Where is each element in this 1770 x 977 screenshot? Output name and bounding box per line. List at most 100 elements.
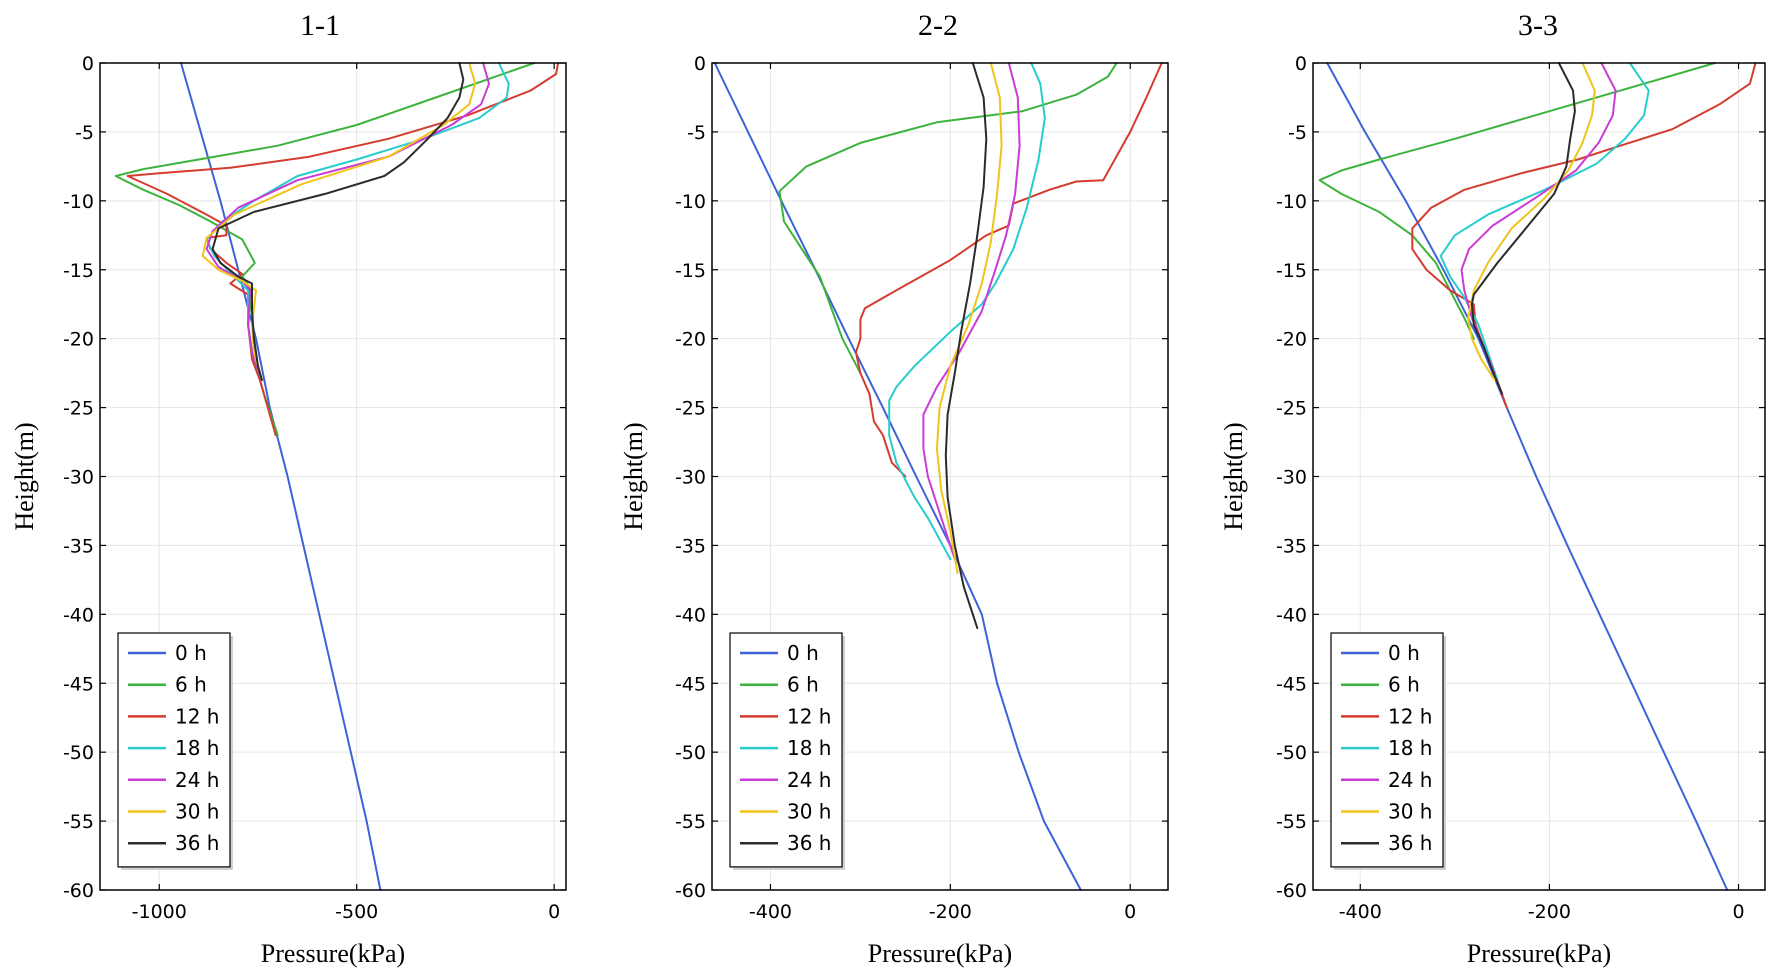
- series-line-18h: [888, 62, 1046, 561]
- y-tick-label: -50: [1276, 742, 1307, 764]
- legend-label: 18 h: [1388, 736, 1432, 760]
- legend-box: [1330, 632, 1444, 868]
- legend: 0 h 6 h 12 h 18 h 24 h 30 h 36 h: [117, 632, 233, 870]
- panel-1: 1-1 0 -5 -10 -15 -20 -25 -30 -35 -40 -45 -50 -55 -60 -…: [10, 9, 567, 968]
- x-tick-label: 0: [548, 901, 560, 923]
- y-tick-label: -25: [1276, 398, 1307, 420]
- y-tick-label: -40: [63, 604, 94, 626]
- x-axis-label: Pressure(kPa): [868, 939, 1012, 968]
- series-line-0h: [1326, 62, 1729, 891]
- y-tick-label: -40: [1276, 604, 1307, 626]
- series-line-12h: [126, 62, 560, 437]
- x-tick-label: -200: [929, 901, 972, 923]
- y-tick-label: 0: [694, 53, 706, 75]
- x-tick-label: -400: [1339, 901, 1382, 923]
- legend-label: 18 h: [787, 736, 831, 760]
- y-tick-label: -50: [675, 742, 706, 764]
- legend-label: 24 h: [175, 768, 219, 792]
- y-tick-label: -35: [1276, 535, 1307, 557]
- y-tick-label: -15: [1276, 260, 1307, 282]
- legend-label: 24 h: [1388, 768, 1432, 792]
- series-line-12h: [1411, 62, 1757, 409]
- y-tick-label: -55: [1276, 811, 1307, 833]
- legend-label: 30 h: [1388, 800, 1432, 824]
- y-tick-label: -25: [63, 398, 94, 420]
- panel-title: 2-2: [918, 9, 958, 42]
- legend-label: 18 h: [175, 736, 219, 760]
- panel-3: 3-3 0 -5 -10 -15 -20 -25 -30 -35 -40 -45 -50 -55 -60 -…: [1219, 9, 1766, 968]
- y-tick-label: -45: [1276, 673, 1307, 695]
- series-line-18h: [1439, 62, 1650, 381]
- y-tick-label: -15: [675, 260, 706, 282]
- x-tick-label: -500: [335, 901, 378, 923]
- y-tick-label: -40: [675, 604, 706, 626]
- panel-title: 3-3: [1518, 9, 1558, 42]
- series-line-6h: [1318, 62, 1716, 340]
- legend-label: 36 h: [1388, 831, 1432, 855]
- y-tick-label: -55: [675, 811, 706, 833]
- y-tick-label: -5: [75, 122, 94, 144]
- series-line-6h: [114, 62, 536, 437]
- legend-label: 30 h: [175, 800, 219, 824]
- series-line-30h: [1467, 62, 1596, 381]
- legend-box: [729, 632, 843, 868]
- y-tick-label: -45: [675, 673, 706, 695]
- y-axis-label: Height(m): [619, 422, 648, 530]
- y-tick-label: -15: [63, 260, 94, 282]
- legend: 0 h 6 h 12 h 18 h 24 h 30 h 36 h: [729, 632, 845, 870]
- y-tick-label: 0: [1295, 53, 1307, 75]
- y-tick-label: -30: [1276, 467, 1307, 489]
- y-tick-label: -30: [675, 467, 706, 489]
- y-tick-label: -35: [675, 535, 706, 557]
- y-tick-label: -5: [1288, 122, 1307, 144]
- series-line-36h: [211, 62, 465, 381]
- x-tick-label: -200: [1528, 901, 1571, 923]
- x-tick-label: -1000: [132, 901, 187, 923]
- y-tick-label: -35: [63, 535, 94, 557]
- y-tick-label: -20: [63, 329, 94, 351]
- legend-label: 36 h: [175, 831, 219, 855]
- y-tick-label: 0: [82, 53, 94, 75]
- x-axis-label: Pressure(kPa): [1467, 939, 1611, 968]
- x-tick-label: 0: [1124, 901, 1136, 923]
- y-axis-label: Height(m): [10, 422, 39, 530]
- y-tick-label: -50: [63, 742, 94, 764]
- y-tick-label: -10: [1276, 191, 1307, 213]
- legend-label: 12 h: [1388, 704, 1432, 728]
- series-line-24h: [922, 62, 1021, 561]
- legend-label: 0 h: [787, 641, 819, 665]
- legend-label: 36 h: [787, 831, 831, 855]
- series-line-36h: [1470, 62, 1576, 395]
- x-tick-label: -400: [749, 901, 792, 923]
- series-line-12h: [854, 62, 1163, 478]
- y-tick-label: -20: [1276, 329, 1307, 351]
- y-tick-label: -60: [63, 880, 94, 902]
- series-line-24h: [1460, 62, 1617, 375]
- y-tick-label: -25: [675, 398, 706, 420]
- legend: 0 h 6 h 12 h 18 h 24 h 30 h 36 h: [1330, 632, 1446, 870]
- panel-title: 1-1: [300, 9, 340, 42]
- legend-label: 0 h: [1388, 641, 1420, 665]
- y-tick-label: -5: [687, 122, 706, 144]
- legend-label: 6 h: [1388, 673, 1420, 697]
- y-tick-label: -10: [63, 191, 94, 213]
- legend-label: 30 h: [787, 800, 831, 824]
- legend-label: 0 h: [175, 641, 207, 665]
- panel-2: 2-2 0 -5 -10 -15 -20 -25 -30 -35 -40 -45 -50 -55 -60 -…: [619, 9, 1169, 968]
- series-line-30h: [201, 62, 477, 381]
- y-tick-label: -20: [675, 329, 706, 351]
- legend-label: 12 h: [175, 704, 219, 728]
- series-line-0h: [180, 62, 382, 891]
- x-axis-label: Pressure(kPa): [261, 939, 405, 968]
- y-axis-label: Height(m): [1219, 422, 1248, 530]
- series-line-6h: [778, 62, 1118, 375]
- legend-label: 12 h: [787, 704, 831, 728]
- series-line-30h: [935, 62, 1003, 574]
- series-line-36h: [944, 62, 988, 630]
- legend-label: 6 h: [175, 673, 207, 697]
- y-tick-label: -60: [675, 880, 706, 902]
- series-line-24h: [205, 62, 490, 381]
- x-tick-label: 0: [1732, 901, 1744, 923]
- legend-box: [117, 632, 231, 868]
